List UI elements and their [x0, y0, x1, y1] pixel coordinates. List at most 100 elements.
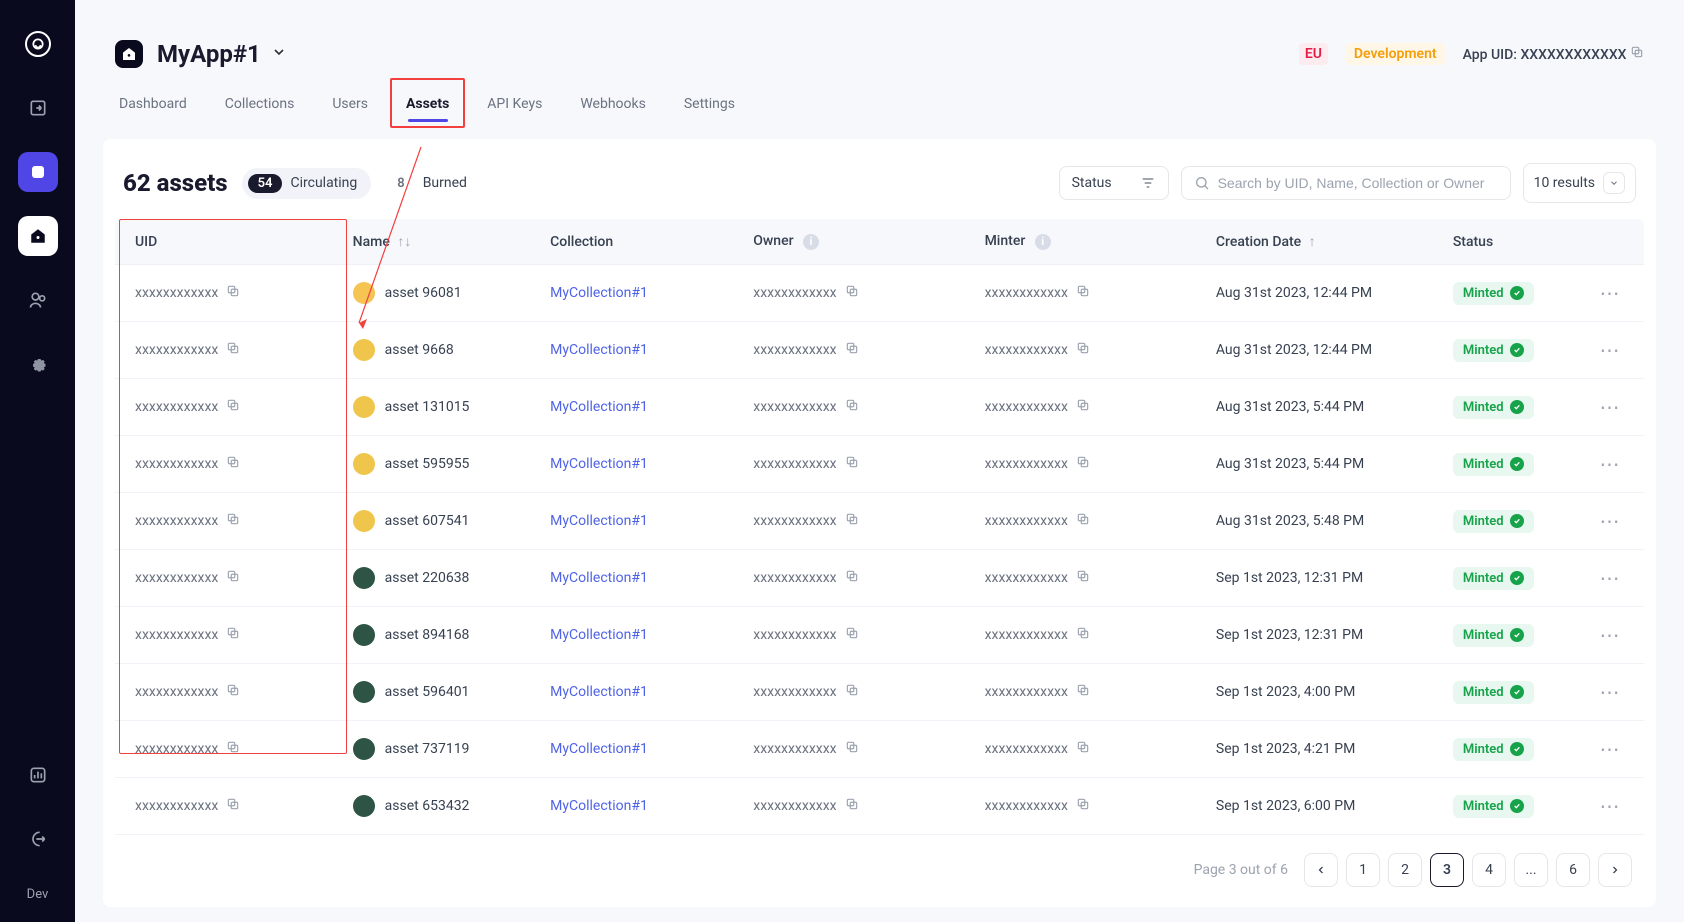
copy-icon[interactable]: [845, 569, 859, 587]
copy-icon[interactable]: [1076, 797, 1090, 815]
col-creation[interactable]: Creation Date ↑: [1204, 219, 1441, 265]
collection-link[interactable]: MyCollection#1: [550, 570, 648, 586]
row-actions-button[interactable]: ⋯: [1600, 395, 1622, 419]
copy-icon[interactable]: [226, 284, 240, 302]
search-box[interactable]: [1181, 166, 1511, 200]
minter-text: xxxxxxxxxxxx: [985, 570, 1068, 586]
copy-icon[interactable]: [1076, 626, 1090, 644]
nav-logout-icon[interactable]: [18, 819, 58, 859]
filter-circulating[interactable]: 54 Circulating: [242, 168, 372, 199]
row-actions-button[interactable]: ⋯: [1600, 281, 1622, 305]
table-row[interactable]: xxxxxxxxxxxxasset 96081MyCollection#1xxx…: [115, 265, 1644, 322]
collection-link[interactable]: MyCollection#1: [550, 456, 648, 472]
tab-webhooks[interactable]: Webhooks: [576, 84, 650, 126]
col-status[interactable]: Status: [1441, 219, 1588, 265]
collection-link[interactable]: MyCollection#1: [550, 741, 648, 757]
copy-icon[interactable]: [226, 569, 240, 587]
copy-icon[interactable]: [226, 683, 240, 701]
copy-icon[interactable]: [1076, 455, 1090, 473]
collection-link[interactable]: MyCollection#1: [550, 627, 648, 643]
copy-icon[interactable]: [1076, 341, 1090, 359]
table-row[interactable]: xxxxxxxxxxxxasset 596401MyCollection#1xx…: [115, 664, 1644, 721]
table-row[interactable]: xxxxxxxxxxxxasset 737119MyCollection#1xx…: [115, 721, 1644, 778]
col-uid[interactable]: UID: [115, 219, 341, 265]
copy-icon[interactable]: [226, 740, 240, 758]
table-row[interactable]: xxxxxxxxxxxxasset 894168MyCollection#1xx…: [115, 607, 1644, 664]
nav-users-icon[interactable]: [18, 280, 58, 320]
collection-link[interactable]: MyCollection#1: [550, 399, 648, 415]
copy-icon[interactable]: [845, 455, 859, 473]
table-row[interactable]: xxxxxxxxxxxxasset 595955MyCollection#1xx…: [115, 436, 1644, 493]
row-actions-button[interactable]: ⋯: [1600, 737, 1622, 761]
row-actions-button[interactable]: ⋯: [1600, 509, 1622, 533]
copy-icon[interactable]: [845, 626, 859, 644]
results-dropdown[interactable]: 10 results: [1523, 163, 1636, 203]
enter-icon[interactable]: [18, 88, 58, 128]
col-collection[interactable]: Collection: [538, 219, 741, 265]
copy-icon[interactable]: [1076, 398, 1090, 416]
copy-icon[interactable]: [1076, 512, 1090, 530]
row-actions-button[interactable]: ⋯: [1600, 452, 1622, 476]
copy-icon[interactable]: [845, 683, 859, 701]
page-prev-button[interactable]: [1304, 853, 1338, 887]
copy-icon[interactable]: [845, 284, 859, 302]
tab-api-keys[interactable]: API Keys: [483, 84, 546, 126]
row-actions-button[interactable]: ⋯: [1600, 338, 1622, 362]
row-actions-button[interactable]: ⋯: [1600, 794, 1622, 818]
page-button[interactable]: 2: [1388, 853, 1422, 887]
table-row[interactable]: xxxxxxxxxxxxasset 220638MyCollection#1xx…: [115, 550, 1644, 607]
page-button[interactable]: 1: [1346, 853, 1380, 887]
copy-icon[interactable]: [226, 626, 240, 644]
copy-icon[interactable]: [845, 740, 859, 758]
row-actions-button[interactable]: ⋯: [1600, 623, 1622, 647]
row-actions-button[interactable]: ⋯: [1600, 566, 1622, 590]
collection-link[interactable]: MyCollection#1: [550, 285, 648, 301]
page-next-button[interactable]: [1598, 853, 1632, 887]
col-minter[interactable]: Minter i: [973, 219, 1204, 265]
nav-settings-icon[interactable]: [18, 344, 58, 384]
table-row[interactable]: xxxxxxxxxxxxasset 131015MyCollection#1xx…: [115, 379, 1644, 436]
tab-assets[interactable]: Assets: [402, 84, 453, 126]
copy-icon[interactable]: [226, 341, 240, 359]
copy-icon[interactable]: [845, 512, 859, 530]
col-name[interactable]: Name ↑↓: [341, 219, 538, 265]
tab-users[interactable]: Users: [328, 84, 372, 126]
collection-link[interactable]: MyCollection#1: [550, 684, 648, 700]
copy-appuid-icon[interactable]: [1630, 47, 1644, 63]
nav-analytics-icon[interactable]: [18, 755, 58, 795]
copy-icon[interactable]: [1076, 284, 1090, 302]
owner-text: xxxxxxxxxxxx: [753, 513, 836, 529]
collection-link[interactable]: MyCollection#1: [550, 342, 648, 358]
logo-icon[interactable]: [18, 24, 58, 64]
nav-home-icon[interactable]: [18, 216, 58, 256]
tab-settings[interactable]: Settings: [680, 84, 739, 126]
copy-icon[interactable]: [1076, 683, 1090, 701]
copy-icon[interactable]: [226, 455, 240, 473]
filter-burned[interactable]: 8 Burned: [381, 168, 481, 199]
page-button[interactable]: 6: [1556, 853, 1590, 887]
copy-icon[interactable]: [1076, 569, 1090, 587]
collection-link[interactable]: MyCollection#1: [550, 798, 648, 814]
app-switch-chevron-icon[interactable]: [271, 44, 287, 64]
copy-icon[interactable]: [226, 512, 240, 530]
status-filter[interactable]: Status: [1059, 166, 1169, 200]
nav-app-icon[interactable]: [18, 152, 58, 192]
copy-icon[interactable]: [1076, 740, 1090, 758]
page-button[interactable]: ...: [1514, 853, 1548, 887]
collection-link[interactable]: MyCollection#1: [550, 513, 648, 529]
tab-dashboard[interactable]: Dashboard: [115, 84, 191, 126]
table-row[interactable]: xxxxxxxxxxxxasset 653432MyCollection#1xx…: [115, 778, 1644, 835]
table-row[interactable]: xxxxxxxxxxxxasset 607541MyCollection#1xx…: [115, 493, 1644, 550]
copy-icon[interactable]: [845, 398, 859, 416]
table-row[interactable]: xxxxxxxxxxxxasset 9668MyCollection#1xxxx…: [115, 322, 1644, 379]
copy-icon[interactable]: [226, 398, 240, 416]
copy-icon[interactable]: [845, 341, 859, 359]
col-owner[interactable]: Owner i: [741, 219, 972, 265]
copy-icon[interactable]: [226, 797, 240, 815]
search-input[interactable]: [1218, 175, 1498, 191]
tab-collections[interactable]: Collections: [221, 84, 299, 126]
copy-icon[interactable]: [845, 797, 859, 815]
page-button[interactable]: 4: [1472, 853, 1506, 887]
page-button[interactable]: 3: [1430, 853, 1464, 887]
row-actions-button[interactable]: ⋯: [1600, 680, 1622, 704]
